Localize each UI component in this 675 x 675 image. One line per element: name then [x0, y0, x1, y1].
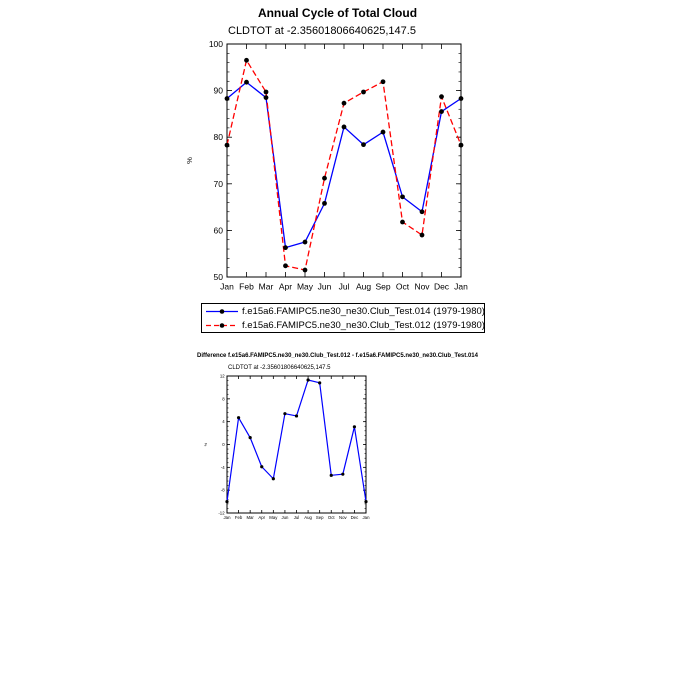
x-tick-label: Jun [281, 515, 289, 520]
y-tick-label: 70 [214, 179, 224, 189]
series-line-0 [226, 379, 367, 502]
y-tick-label: 50 [214, 272, 224, 282]
series-0-point [283, 412, 287, 416]
x-tick-label: May [269, 515, 278, 520]
series-1-point [361, 89, 366, 95]
plot-frame [226, 43, 462, 278]
x-tick-label: Nov [339, 515, 347, 520]
x-tick-label: Mar [246, 515, 254, 520]
x-tick-label: Sep [375, 281, 390, 291]
series-0-point [458, 96, 464, 101]
y-tick-label: 90 [214, 86, 224, 96]
series-0-point [260, 465, 264, 469]
series-0-point [400, 194, 405, 200]
series-0-point [322, 200, 327, 206]
y-tick-label: 0 [222, 442, 225, 447]
x-tick-label: Sep [316, 515, 324, 520]
series-1-point [380, 79, 386, 85]
y-tick-label: -4 [221, 465, 225, 470]
series-0-point [380, 129, 386, 135]
y-axis-label: % [185, 157, 194, 164]
series-0-point [271, 477, 275, 481]
x-tick-label: Jan [454, 281, 468, 291]
y-tick-label: 12 [220, 374, 225, 379]
series-0-point [236, 416, 241, 420]
x-tick-label: Jul [339, 281, 350, 291]
x-tick-label: Apr [279, 281, 292, 291]
series-0-point [329, 473, 333, 477]
series-1-point [322, 175, 327, 181]
x-tick-label: Dec [434, 281, 450, 291]
series-1-point [439, 94, 444, 100]
legend-swatch-test-014 [206, 309, 238, 314]
y-tick-label: 8 [222, 396, 225, 401]
series-0-point [225, 499, 229, 504]
series-0-point [364, 499, 368, 504]
series-0-point [439, 109, 444, 114]
chart-subtitle: CLDTOT at -2.35601806640625,147.5 [228, 25, 416, 37]
y-tick-label: 80 [214, 132, 224, 142]
series-0-point [419, 209, 425, 215]
series-0-point [318, 381, 322, 385]
series-0-point [352, 425, 357, 429]
series-0-point [341, 472, 345, 476]
plot-frame [226, 375, 367, 514]
x-tick-label: Aug [356, 281, 371, 291]
y-axis-label: % [203, 442, 208, 446]
x-tick-label: Jul [294, 515, 300, 520]
x-tick-label: Feb [235, 515, 243, 520]
series-line-1 [226, 59, 462, 271]
series-0-point [224, 96, 230, 101]
series-1-point [400, 219, 405, 225]
series-line-0 [226, 81, 462, 249]
legend-label-test-014: f.e15a6.FAMIPC5.ne30_ne30.Club_Test.014 … [242, 306, 485, 317]
x-tick-label: Jan [224, 515, 232, 520]
y-tick-label: -12 [218, 511, 225, 516]
series-0-point [263, 95, 269, 100]
x-tick-label: Aug [304, 515, 312, 520]
y-tick-label: 4 [222, 419, 225, 424]
series-0-point [302, 239, 308, 245]
legend-swatch-test-012 [206, 323, 238, 328]
legend-label-test-012: f.e15a6.FAMIPC5.ne30_ne30.Club_Test.012 … [242, 320, 485, 331]
series-1-point [244, 57, 249, 63]
y-tick-label: 60 [214, 225, 224, 235]
series-1-point [302, 267, 308, 273]
x-tick-label: Jan [220, 281, 234, 291]
difference-chart-subtitle: CLDTOT at -2.35601806640625,147.5 [228, 365, 331, 371]
series-1-point [458, 142, 464, 148]
series-1-point [224, 142, 230, 148]
legend-entry-test-014: f.e15a6.FAMIPC5.ne30_ne30.Club_Test.014 … [202, 305, 486, 318]
x-tick-label: Feb [239, 281, 254, 291]
x-tick-label: Apr [258, 515, 265, 520]
x-tick-label: May [297, 281, 314, 291]
x-tick-label: Jun [318, 281, 332, 291]
legend: f.e15a6.FAMIPC5.ne30_ne30.Club_Test.014 … [201, 303, 485, 333]
x-tick-label: Mar [259, 281, 274, 291]
series-0-point [361, 142, 366, 148]
y-tick-label: 100 [209, 39, 223, 49]
y-tick-label: -8 [221, 488, 225, 493]
x-tick-label: Oct [396, 281, 410, 291]
legend-entry-test-012: f.e15a6.FAMIPC5.ne30_ne30.Club_Test.012 … [202, 319, 486, 332]
series-1-point [283, 263, 288, 269]
series-0-point [341, 124, 347, 130]
x-tick-label: Dec [351, 515, 359, 520]
series-1-point [419, 232, 425, 238]
chart-1-group: Jan Feb Mar Apr May Jun Jul Aug Sep Oct Nov Dec Jan-… [203, 374, 370, 521]
series-0-point [294, 414, 299, 418]
chart-title: Annual Cycle of Total Cloud [257, 6, 418, 20]
x-tick-label: Nov [414, 281, 430, 291]
series-0-point [244, 79, 249, 85]
series-1-point [341, 100, 347, 106]
x-tick-label: Jan [363, 515, 371, 520]
series-0-point [248, 436, 252, 440]
x-tick-label: Oct [328, 515, 335, 520]
difference-chart-title: Difference f.e15a6.FAMIPC5.ne30_ne30.Clu… [197, 353, 478, 359]
chart-0-group: Jan Feb Mar Apr May Jun Jul Aug Sep Oct Nov Dec Jan5… [185, 39, 468, 291]
series-1-point [263, 89, 269, 95]
series-0-point [306, 378, 310, 382]
series-0-point [283, 245, 288, 251]
